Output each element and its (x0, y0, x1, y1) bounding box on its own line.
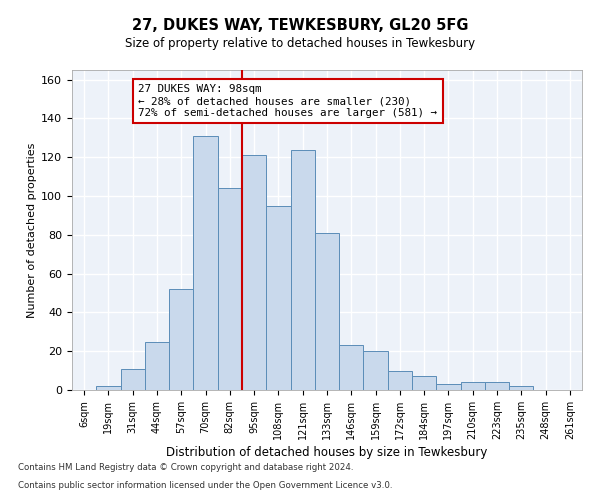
Text: Contains HM Land Registry data © Crown copyright and database right 2024.: Contains HM Land Registry data © Crown c… (18, 464, 353, 472)
Bar (388, 370, 412, 390)
Bar (96, 386, 121, 390)
Bar (193, 136, 218, 390)
Bar (169, 289, 193, 390)
Text: 27 DUKES WAY: 98sqm
← 28% of detached houses are smaller (230)
72% of semi-detac: 27 DUKES WAY: 98sqm ← 28% of detached ho… (139, 84, 437, 117)
Bar (218, 188, 242, 390)
Text: Contains public sector information licensed under the Open Government Licence v3: Contains public sector information licen… (18, 481, 392, 490)
Bar (364, 351, 388, 390)
Bar (436, 384, 461, 390)
Bar (509, 386, 533, 390)
Y-axis label: Number of detached properties: Number of detached properties (27, 142, 37, 318)
Bar (315, 233, 339, 390)
Text: Size of property relative to detached houses in Tewkesbury: Size of property relative to detached ho… (125, 38, 475, 51)
Bar (121, 368, 145, 390)
X-axis label: Distribution of detached houses by size in Tewkesbury: Distribution of detached houses by size … (166, 446, 488, 459)
Text: 27, DUKES WAY, TEWKESBURY, GL20 5FG: 27, DUKES WAY, TEWKESBURY, GL20 5FG (132, 18, 468, 32)
Bar (461, 382, 485, 390)
Bar (339, 346, 364, 390)
Bar (242, 156, 266, 390)
Bar (290, 150, 315, 390)
Bar (145, 342, 169, 390)
Bar (485, 382, 509, 390)
Bar (266, 206, 290, 390)
Bar (412, 376, 436, 390)
